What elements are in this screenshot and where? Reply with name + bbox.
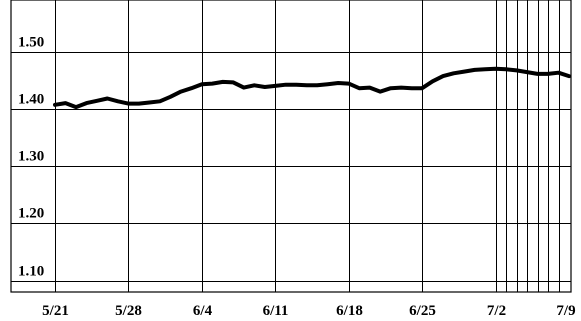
x-tick-label: 7/9 — [556, 303, 575, 319]
x-tick-label: 6/11 — [263, 303, 289, 319]
x-tick-label: 5/21 — [42, 303, 69, 319]
y-tick-label: 1.20 — [18, 206, 44, 222]
x-axis-labels: 5/21 5/28 6/4 6/11 6/18 6/25 7/2 7/9 — [42, 303, 575, 319]
y-tick-label: 1.30 — [18, 149, 44, 165]
y-tick-label: 1.10 — [18, 264, 44, 280]
y-axis-labels: 1.10 1.20 1.30 1.40 1.50 — [18, 35, 44, 280]
plot-frame — [10, 0, 572, 293]
series-layer — [53, 66, 571, 110]
x-tick-label: 7/2 — [487, 303, 506, 319]
y-tick-label: 1.40 — [18, 92, 44, 108]
x-tick-label: 6/25 — [409, 303, 436, 319]
series-line — [53, 66, 571, 110]
y-tick-label: 1.50 — [18, 35, 44, 51]
x-tick-label: 6/4 — [193, 303, 213, 319]
x-tick-label: 5/28 — [115, 303, 142, 319]
grid-layer — [11, 0, 571, 292]
x-tick-label: 6/18 — [336, 303, 363, 319]
